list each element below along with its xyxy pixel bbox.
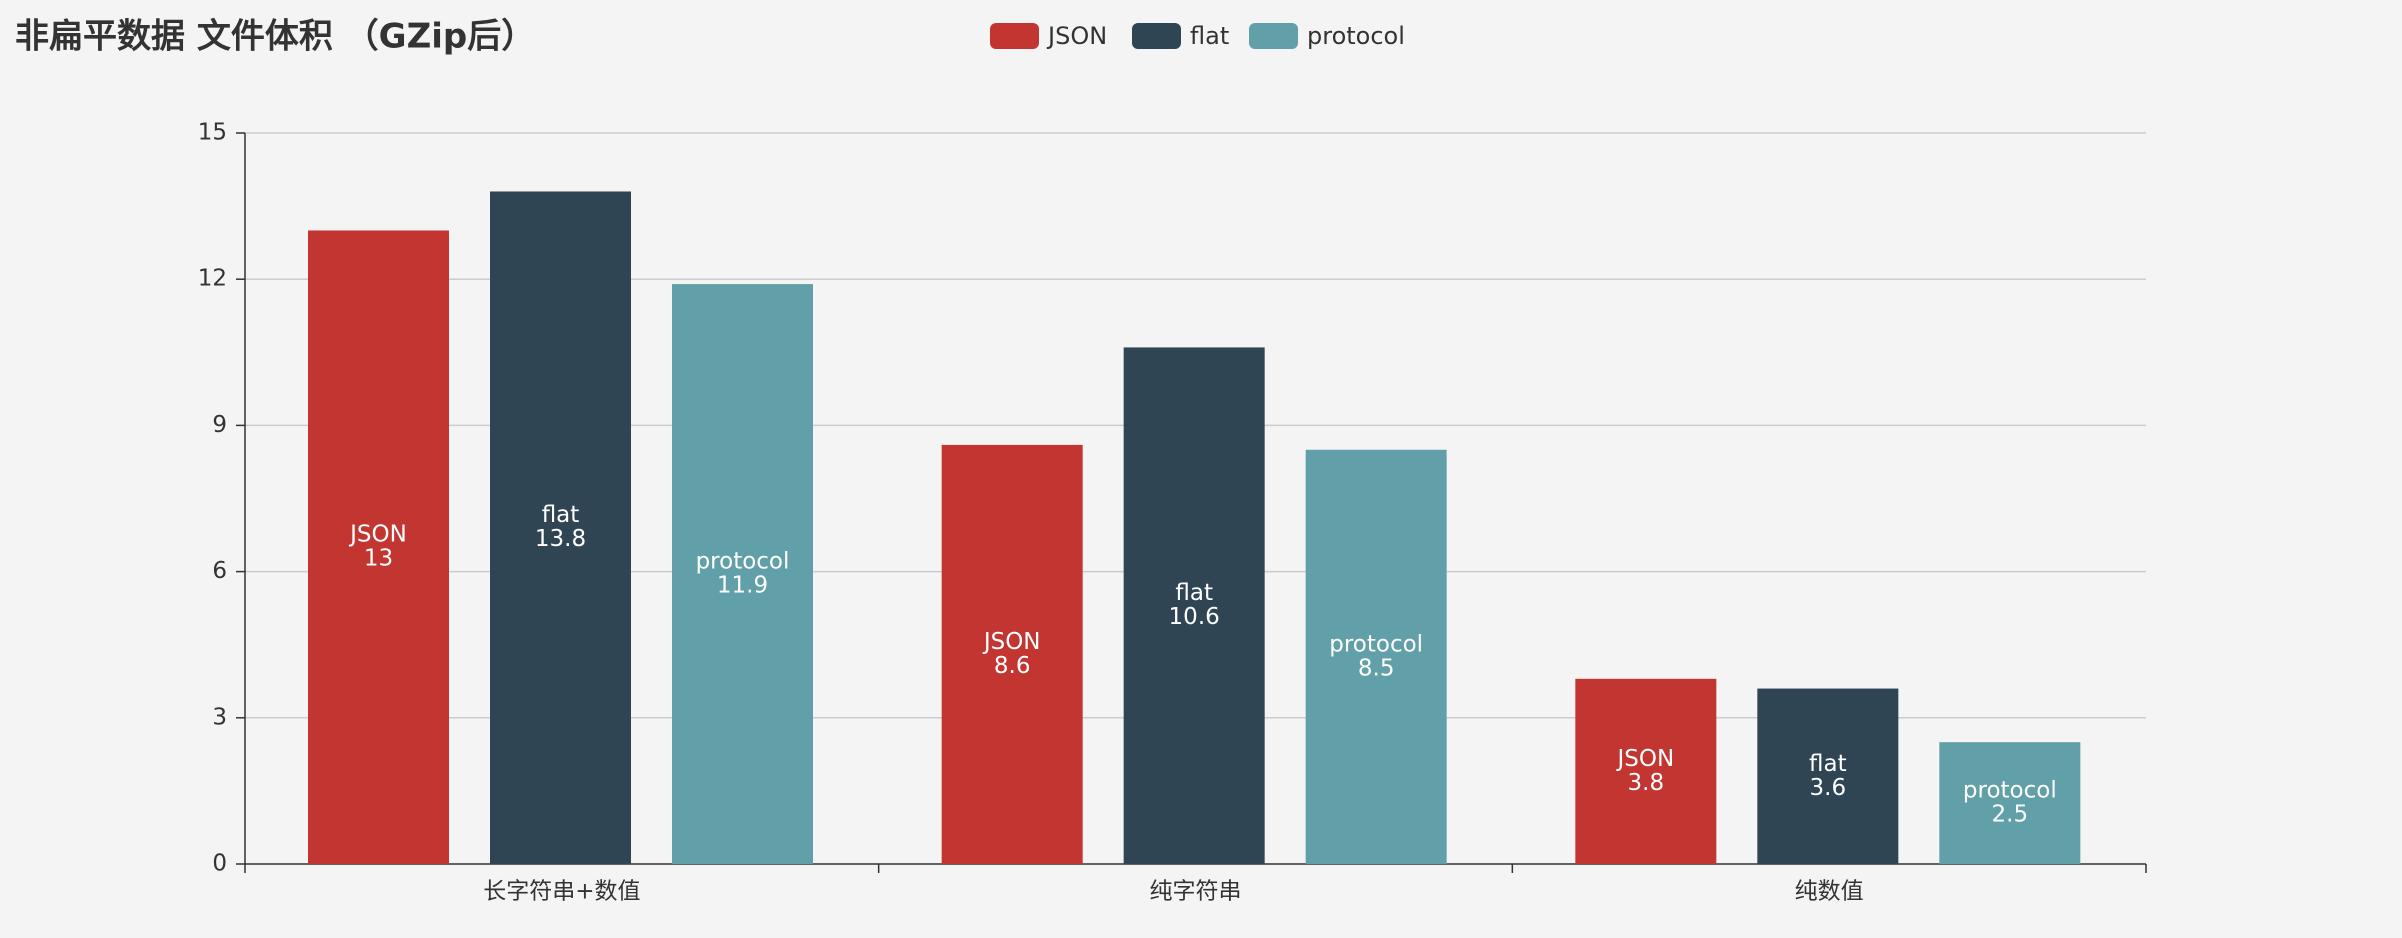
legend-label[interactable]: protocol <box>1307 22 1405 50</box>
legend-label[interactable]: flat <box>1190 22 1229 50</box>
bar-label-value: 3.6 <box>1810 775 1847 801</box>
bar-label-value: 11.9 <box>717 573 768 599</box>
y-tick-label: 6 <box>212 558 227 584</box>
bar[interactable] <box>941 444 1083 864</box>
bar[interactable] <box>672 284 813 864</box>
bar[interactable] <box>1305 449 1447 864</box>
bar-label-name: flat <box>542 502 580 528</box>
bar[interactable] <box>1757 688 1899 864</box>
bar-label-value: 8.5 <box>1358 655 1395 681</box>
bar-label-name: flat <box>1809 751 1847 777</box>
y-tick-label: 9 <box>212 412 227 438</box>
y-tick-label: 0 <box>212 851 227 877</box>
bar[interactable] <box>1575 678 1717 864</box>
x-tick-label: 长字符串+数值 <box>483 879 640 905</box>
legend-swatch[interactable] <box>1249 23 1298 49</box>
bar-label-name: flat <box>1175 580 1213 606</box>
bar-label-name: JSON <box>348 522 407 548</box>
bar-label-value: 13 <box>364 546 393 572</box>
bar-label-name: protocol <box>696 549 790 575</box>
y-tick-label: 15 <box>198 120 227 146</box>
y-tick-label: 12 <box>198 266 227 292</box>
chart-title: 非扁平数据 文件体积 （GZip后） <box>15 17 535 57</box>
legend-swatch[interactable] <box>1132 23 1181 49</box>
bar-label-value: 3.8 <box>1628 770 1665 796</box>
bar-label-value: 2.5 <box>1992 802 2029 828</box>
y-tick-label: 3 <box>212 704 227 730</box>
x-tick-label: 纯字符串 <box>1150 879 1242 905</box>
legend-swatch[interactable] <box>990 23 1039 49</box>
bar[interactable] <box>308 230 449 864</box>
bar[interactable] <box>1939 742 2081 864</box>
bar[interactable] <box>490 191 631 865</box>
legend-label[interactable]: JSON <box>1046 22 1107 50</box>
bar-label-value: 10.6 <box>1169 604 1220 630</box>
bar-label-name: JSON <box>1615 746 1674 772</box>
x-tick-label: 纯数值 <box>1795 879 1864 905</box>
bar[interactable] <box>1123 347 1265 865</box>
bar-label-value: 8.6 <box>994 653 1031 679</box>
bar-label-name: protocol <box>1963 778 2057 804</box>
bar-label-value: 13.8 <box>535 526 586 552</box>
bar-label-name: protocol <box>1329 631 1423 657</box>
bar-label-name: JSON <box>982 629 1041 655</box>
